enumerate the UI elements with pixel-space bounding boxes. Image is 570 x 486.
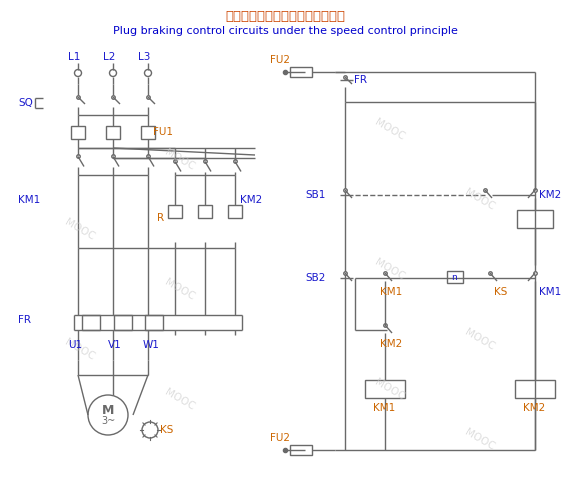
Bar bbox=[290, 67, 312, 77]
Text: SB1: SB1 bbox=[305, 190, 325, 200]
Bar bbox=[141, 126, 155, 139]
Text: FR: FR bbox=[18, 315, 31, 325]
Text: MOOC: MOOC bbox=[164, 147, 197, 173]
Text: L1: L1 bbox=[68, 52, 80, 62]
Bar bbox=[145, 315, 163, 330]
Text: KM1: KM1 bbox=[373, 403, 395, 413]
Text: MOOC: MOOC bbox=[164, 278, 197, 302]
Bar bbox=[365, 380, 405, 398]
Text: SB2: SB2 bbox=[305, 273, 325, 283]
Text: KM1: KM1 bbox=[380, 287, 402, 297]
Text: V1: V1 bbox=[108, 340, 122, 350]
Text: L2: L2 bbox=[103, 52, 115, 62]
Text: KM2: KM2 bbox=[523, 403, 545, 413]
Text: n: n bbox=[451, 274, 457, 282]
Bar bbox=[106, 126, 120, 139]
Bar bbox=[447, 271, 463, 283]
Text: KS: KS bbox=[160, 425, 173, 435]
Text: FU1: FU1 bbox=[153, 127, 173, 137]
Text: 速度控制原则的反接制动控制线路: 速度控制原则的反接制动控制线路 bbox=[225, 11, 345, 23]
Bar bbox=[290, 445, 312, 455]
Text: M: M bbox=[102, 403, 114, 417]
Bar bbox=[228, 205, 242, 218]
Text: KM1: KM1 bbox=[18, 195, 40, 205]
Text: FR: FR bbox=[354, 75, 367, 85]
Bar bbox=[517, 210, 553, 228]
Bar bbox=[82, 315, 100, 330]
Text: SQ: SQ bbox=[18, 98, 33, 108]
Text: FU2: FU2 bbox=[270, 433, 290, 443]
Text: MOOC: MOOC bbox=[63, 337, 97, 363]
Text: KM2: KM2 bbox=[539, 190, 561, 200]
Text: W1: W1 bbox=[143, 340, 160, 350]
Text: MOOC: MOOC bbox=[463, 188, 496, 212]
Text: KS: KS bbox=[494, 287, 507, 297]
Bar bbox=[71, 126, 85, 139]
Text: MOOC: MOOC bbox=[63, 217, 97, 243]
Text: MOOC: MOOC bbox=[164, 387, 197, 413]
Text: KM2: KM2 bbox=[380, 339, 402, 349]
Text: FU2: FU2 bbox=[270, 55, 290, 65]
Text: KM1: KM1 bbox=[539, 287, 561, 297]
Text: R: R bbox=[157, 213, 164, 223]
Text: 3~: 3~ bbox=[101, 416, 115, 426]
Text: Plug braking control circuits under the speed control principle: Plug braking control circuits under the … bbox=[112, 26, 458, 36]
Text: MOOC: MOOC bbox=[463, 328, 496, 352]
Text: L3: L3 bbox=[138, 52, 150, 62]
Text: U1: U1 bbox=[68, 340, 82, 350]
Text: KM2: KM2 bbox=[240, 195, 262, 205]
Text: MOOC: MOOC bbox=[373, 258, 406, 282]
Text: MOOC: MOOC bbox=[373, 118, 406, 142]
Text: MOOC: MOOC bbox=[373, 378, 406, 402]
Bar bbox=[114, 315, 132, 330]
Bar bbox=[515, 380, 555, 398]
Bar bbox=[168, 205, 182, 218]
Bar bbox=[198, 205, 212, 218]
Text: MOOC: MOOC bbox=[463, 428, 496, 452]
